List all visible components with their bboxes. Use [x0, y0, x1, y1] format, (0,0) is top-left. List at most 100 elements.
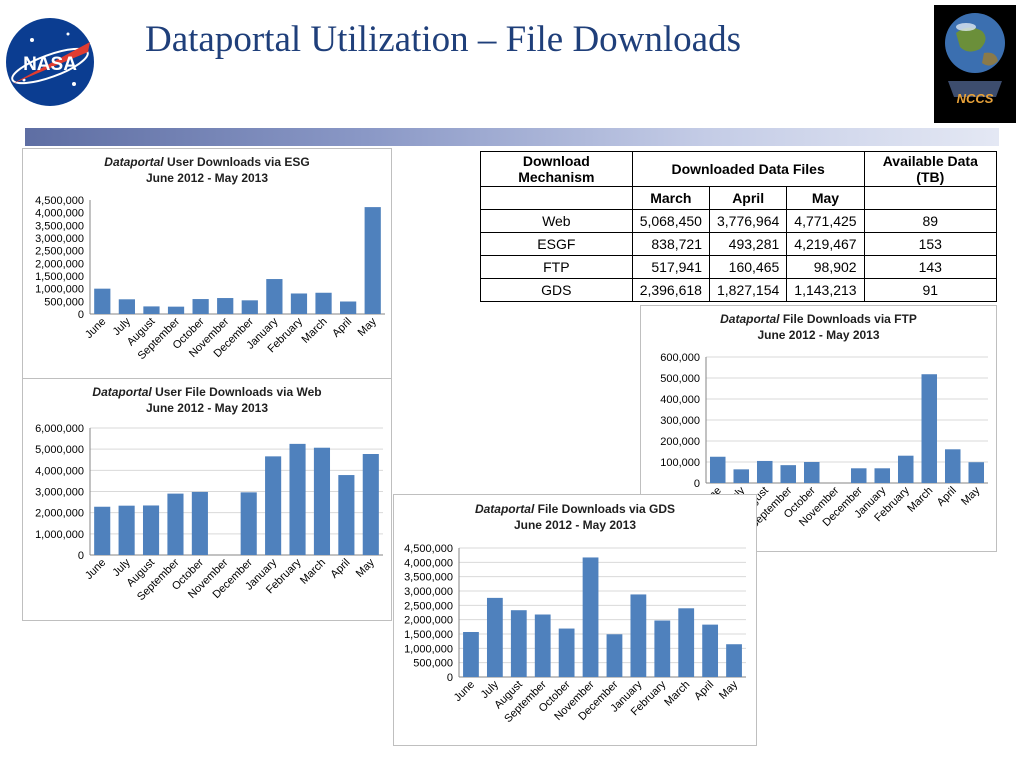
chart-subtitle: June 2012 - May 2013 [146, 401, 268, 415]
bar-december [241, 300, 258, 314]
y-tick-label: 2,500,000 [404, 600, 453, 612]
y-tick-label: 500,000 [660, 373, 700, 385]
y-tick-label: 2,500,000 [35, 246, 84, 258]
bar-october [558, 628, 575, 677]
cell-april: 160,465 [708, 255, 788, 279]
x-tick-label: May [354, 556, 378, 580]
bar-june [709, 456, 726, 483]
cell-mechanism: GDS [480, 278, 633, 302]
bar-march [678, 608, 695, 677]
y-tick-label: 3,000,000 [404, 586, 453, 598]
x-tick-label: April [330, 316, 354, 340]
chart-subtitle: June 2012 - May 2013 [146, 171, 268, 185]
bar-september [534, 614, 551, 677]
header-empty [863, 186, 998, 210]
chart-title-rest: File Downloads via FTP [779, 312, 916, 326]
chart-title-rest: User Downloads via ESG [164, 155, 310, 169]
cell-april: 1,827,154 [708, 278, 788, 302]
cell-tb: 143 [863, 255, 998, 279]
bar-january [266, 279, 283, 314]
bar-may [364, 207, 381, 314]
bar-october [803, 462, 820, 483]
y-tick-label: 1,000,000 [404, 643, 453, 655]
chart-title-rest: File Downloads via GDS [534, 502, 675, 516]
y-tick-label: 0 [447, 672, 453, 684]
y-tick-label: 3,500,000 [404, 572, 453, 584]
table-row: ESGF 838,721 493,281 4,219,467 153 [480, 232, 998, 256]
bar-august [143, 306, 160, 314]
bar-august [142, 505, 160, 555]
y-tick-label: 200,000 [660, 436, 700, 448]
bar-august [510, 610, 527, 677]
bar-october [191, 491, 208, 555]
bar-march [313, 447, 331, 555]
table-month-row: March April May [480, 186, 998, 210]
cell-tb: 91 [863, 278, 998, 302]
header-mechanism: Download Mechanism [480, 151, 633, 187]
y-tick-label: 0 [694, 478, 700, 490]
chart-web-svg: Dataportal User File Downloads via Web Ju… [35, 385, 383, 603]
y-tick-label: 3,000,000 [35, 487, 84, 499]
bar-july [118, 299, 135, 314]
cell-mechanism: Web [480, 209, 633, 233]
downloads-table: Download Mechanism Downloaded Data Files… [480, 151, 998, 302]
title-rule [25, 128, 999, 146]
table-row: Web 5,068,450 3,776,964 4,771,425 89 [480, 209, 998, 233]
slide-title: Dataportal Utilization – File Downloads [145, 19, 741, 60]
cell-april: 493,281 [708, 232, 788, 256]
bar-july [118, 505, 135, 555]
bar-february [289, 443, 306, 555]
y-tick-label: 4,500,000 [404, 543, 453, 555]
bar-may [362, 454, 379, 555]
chart-web: Dataportal User File Downloads via Web Ju… [22, 378, 392, 621]
chart-subtitle: June 2012 - May 2013 [514, 518, 636, 532]
y-tick-label: 300,000 [660, 415, 700, 427]
y-tick-label: 0 [78, 550, 84, 562]
header-month: March [631, 186, 710, 210]
y-tick-label: 4,000,000 [404, 557, 453, 569]
x-tick-label: March [905, 485, 935, 515]
cell-mechanism: FTP [480, 255, 633, 279]
chart-title-emphasis: Dataportal [720, 312, 780, 326]
y-tick-label: 500,000 [413, 658, 453, 670]
x-tick-label: May [356, 315, 380, 339]
bar-march [315, 292, 332, 314]
cell-may: 1,143,213 [786, 278, 865, 302]
nasa-logo: NASA [6, 18, 94, 106]
x-tick-label: June [83, 557, 108, 582]
y-tick-label: 0 [78, 309, 84, 321]
y-tick-label: 3,500,000 [35, 220, 84, 232]
bar-march [921, 374, 938, 483]
nccs-logo-text: NCCS [957, 91, 994, 106]
cell-may: 4,771,425 [786, 209, 865, 233]
chart-title-emphasis: Dataportal [104, 155, 164, 169]
bar-december [606, 634, 623, 677]
chart-title: Dataportal User File Downloads via Web [92, 385, 321, 399]
y-tick-label: 1,000,000 [35, 529, 84, 541]
bar-may [726, 644, 742, 677]
chart-ftp-svg: Dataportal File Downloads via FTP June 20… [660, 312, 988, 531]
chart-subtitle: June 2012 - May 2013 [757, 328, 879, 342]
bar-april [340, 301, 357, 314]
cell-tb: 89 [863, 209, 998, 233]
chart-gds-svg: Dataportal File Downloads via GDS June 20… [404, 502, 746, 725]
y-tick-label: 6,000,000 [35, 423, 84, 435]
chart-gds: Dataportal File Downloads via GDS June 20… [393, 494, 757, 746]
header-available-data: Available Data (TB) [863, 151, 998, 187]
bar-april [944, 449, 961, 483]
bar-april [702, 624, 719, 677]
y-tick-label: 600,000 [660, 352, 700, 364]
chart-title-rest: User File Downloads via Web [152, 385, 322, 399]
cell-tb: 153 [863, 232, 998, 256]
y-tick-label: 5,000,000 [35, 444, 84, 456]
y-tick-label: 4,500,000 [35, 195, 84, 207]
y-tick-label: 2,000,000 [35, 258, 84, 270]
cell-may: 98,902 [786, 255, 865, 279]
y-tick-label: 500,000 [44, 296, 84, 308]
cell-march: 5,068,450 [631, 209, 710, 233]
cell-april: 3,776,964 [708, 209, 788, 233]
y-tick-label: 4,000,000 [35, 465, 84, 477]
y-tick-label: 1,500,000 [35, 271, 84, 283]
y-tick-label: 2,000,000 [404, 615, 453, 627]
bar-february [290, 293, 308, 314]
